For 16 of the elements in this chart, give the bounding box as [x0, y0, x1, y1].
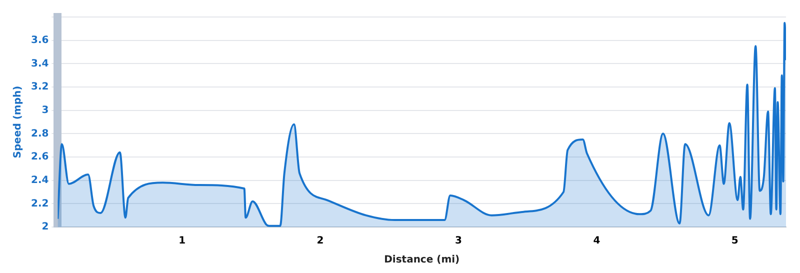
x-tick-label: 1	[178, 236, 186, 247]
y-tick-label: 2.8	[30, 128, 49, 140]
y-tick-label: 3.2	[30, 82, 49, 93]
x-tick-label: 3	[454, 236, 462, 247]
y-tick-label: 2.4	[30, 174, 49, 186]
y-axis-title: Speed (mph)	[12, 86, 24, 158]
x-tick-label: 2	[316, 236, 324, 247]
y-tick-label: 2.6	[30, 152, 49, 163]
y-tick-label: 3	[42, 104, 49, 116]
x-tick-label: 4	[593, 236, 600, 247]
x-tick-label: 5	[731, 236, 738, 247]
y-tick-label: 3.6	[30, 34, 49, 46]
x-axis-title: Distance (mi)	[384, 254, 460, 266]
y-tick-label: 2	[42, 222, 49, 233]
y-tick-label: 3.4	[30, 58, 49, 70]
y-tick-label: 2.2	[30, 198, 49, 210]
